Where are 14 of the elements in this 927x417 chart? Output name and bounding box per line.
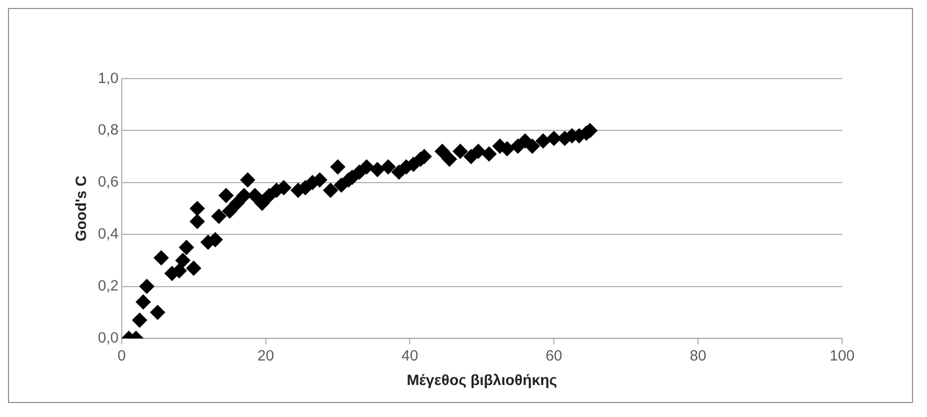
y-axis-title: Good's C [72,175,90,242]
x-tick-label: 80 [690,347,706,364]
y-tick-label: 0,4 [98,226,119,243]
y-tick-label: 1,0 [98,70,119,87]
x-tick-label: 60 [546,347,562,364]
y-tick-label: 0,8 [98,122,119,139]
y-tick-label: 0,0 [98,329,119,346]
x-tick-label: 0 [117,347,126,364]
y-tick-label: 0,2 [98,278,119,294]
y-tick-label: 0,6 [98,174,119,191]
x-tick-label: 40 [402,347,418,364]
x-tick-label: 20 [257,347,274,364]
x-axis-title: Μέγεθος βιβλιοθήκης [406,372,558,390]
x-tick-label: 100 [830,347,855,364]
